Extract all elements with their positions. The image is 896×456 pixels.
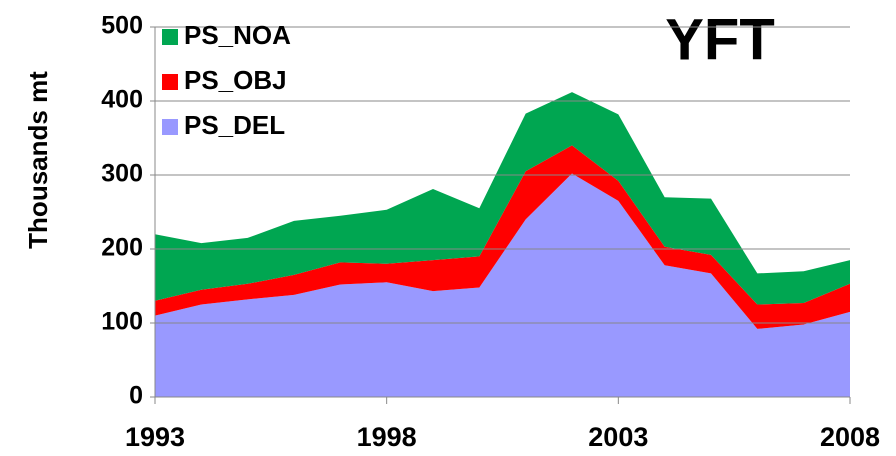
legend-label: PS_OBJ [184, 65, 287, 95]
plot-area [155, 92, 850, 397]
y-tick-label: 400 [101, 86, 143, 114]
y-axis-label: Thousands mt [23, 71, 53, 249]
legend-label: PS_DEL [184, 110, 285, 140]
x-tick-label: 1998 [357, 422, 417, 452]
y-tick-label: 200 [101, 234, 143, 262]
legend-swatch [162, 29, 178, 45]
area [155, 173, 850, 397]
x-tick-label: 1993 [125, 422, 185, 452]
legend-swatch [162, 74, 178, 90]
y-tick-label: 0 [129, 382, 143, 410]
y-tick-label: 500 [101, 12, 143, 40]
y-tick-label: 100 [101, 308, 143, 336]
x-tick-label: 2003 [588, 422, 648, 452]
y-tick-label: 300 [101, 160, 143, 188]
area [155, 92, 850, 305]
chart-title: YFT [665, 7, 775, 72]
x-tick-label: 2008 [820, 422, 880, 452]
area [155, 145, 850, 329]
legend-swatch [162, 119, 178, 135]
legend-label: PS_NOA [184, 20, 291, 50]
